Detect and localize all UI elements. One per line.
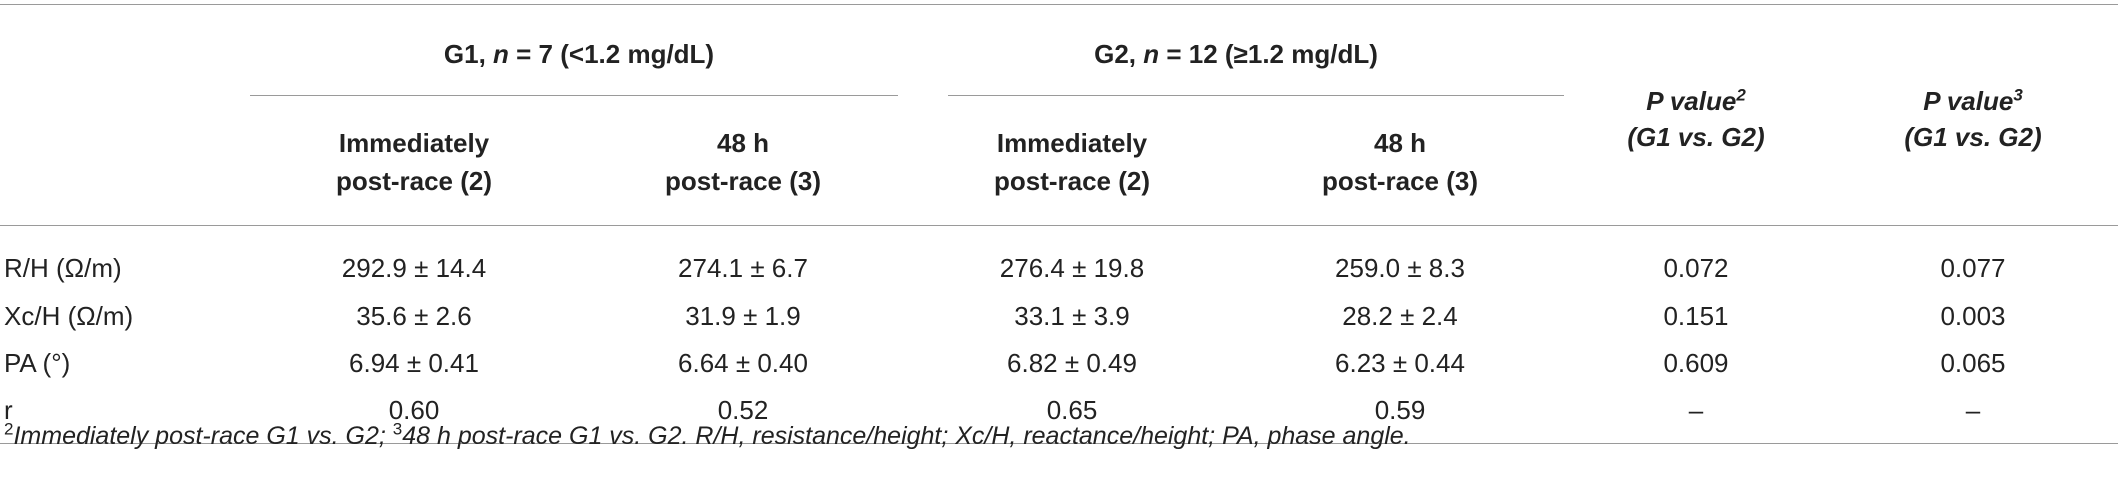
row-label-subheader: [0, 96, 250, 226]
group-header-g1: G1, n = 7 (<1.2 mg/dL): [250, 5, 908, 96]
table-row: Xc/H (Ω/m) 35.6 ± 2.6 31.9 ± 1.9 33.1 ± …: [0, 293, 2118, 340]
group-header-g2: G2, n = 12 (≥1.2 mg/dL): [908, 5, 1564, 96]
subheader-g2-48h: 48 h post-race (3): [1321, 128, 1479, 196]
table-cell: 0.60: [388, 395, 440, 425]
table-figure: G1, n = 7 (<1.2 mg/dL) G2, n = 12 (≥1.2 …: [0, 4, 2118, 489]
table-cell: 292.9 ± 14.4: [341, 252, 487, 283]
table-cell: 6.82 ± 0.49: [1007, 348, 1137, 378]
table-cell: 6.64 ± 0.40: [678, 348, 808, 378]
row-label: R/H (Ω/m): [4, 252, 122, 283]
table-cell: 0.65: [1046, 395, 1098, 425]
table-row: PA (°) 6.94 ± 0.41 6.64 ± 0.40 6.82 ± 0.…: [0, 340, 2118, 387]
data-table: G1, n = 7 (<1.2 mg/dL) G2, n = 12 (≥1.2 …: [0, 4, 2118, 489]
row-label-header: [0, 5, 250, 96]
table-cell: –: [1688, 395, 1704, 425]
p-value-3-header: P value3 (G1 vs. G2): [1904, 84, 2042, 152]
subheader-g1-immediate: Immediately post-race (2): [335, 128, 493, 196]
table-cell: 6.23 ± 0.44: [1335, 348, 1465, 378]
table-cell: 274.1 ± 6.7: [678, 252, 808, 283]
table-cell: 0.072: [1663, 252, 1729, 283]
table-cell: 6.94 ± 0.41: [349, 348, 479, 378]
table-cell: 31.9 ± 1.9: [685, 301, 801, 331]
table-cell: 0.065: [1940, 348, 2006, 378]
table-row: R/H (Ω/m) 292.9 ± 14.4 274.1 ± 6.7 276.4…: [0, 226, 2118, 293]
subheader-g2-immediate: Immediately post-race (2): [993, 128, 1151, 196]
table-row: r 0.60 0.52 0.65 0.59 – –: [0, 387, 2118, 444]
table-cell: 0.151: [1663, 301, 1729, 331]
row-label: r: [4, 395, 13, 425]
table-cell: 35.6 ± 2.6: [356, 301, 472, 331]
row-label: PA (°): [4, 348, 71, 378]
subheader-g1-48h: 48 h post-race (3): [664, 128, 822, 196]
table-cell: 0.59: [1374, 395, 1426, 425]
row-label: Xc/H (Ω/m): [4, 301, 134, 331]
table-cell: 0.609: [1663, 348, 1729, 378]
table-cell: 33.1 ± 3.9: [1014, 301, 1130, 331]
table-cell: 0.52: [717, 395, 769, 425]
table-cell: 0.003: [1940, 301, 2006, 331]
table-cell: 0.077: [1940, 252, 2006, 283]
table-cell: 28.2 ± 2.4: [1342, 301, 1458, 331]
table-footnote: 2Immediately post-race G1 vs. G2; 348 h …: [4, 419, 1411, 450]
table-cell: 259.0 ± 8.3: [1335, 252, 1465, 283]
table-cell: 276.4 ± 19.8: [999, 252, 1145, 283]
p-value-2-header: P value2 (G1 vs. G2): [1627, 84, 1765, 152]
table-cell: –: [1965, 395, 1981, 425]
